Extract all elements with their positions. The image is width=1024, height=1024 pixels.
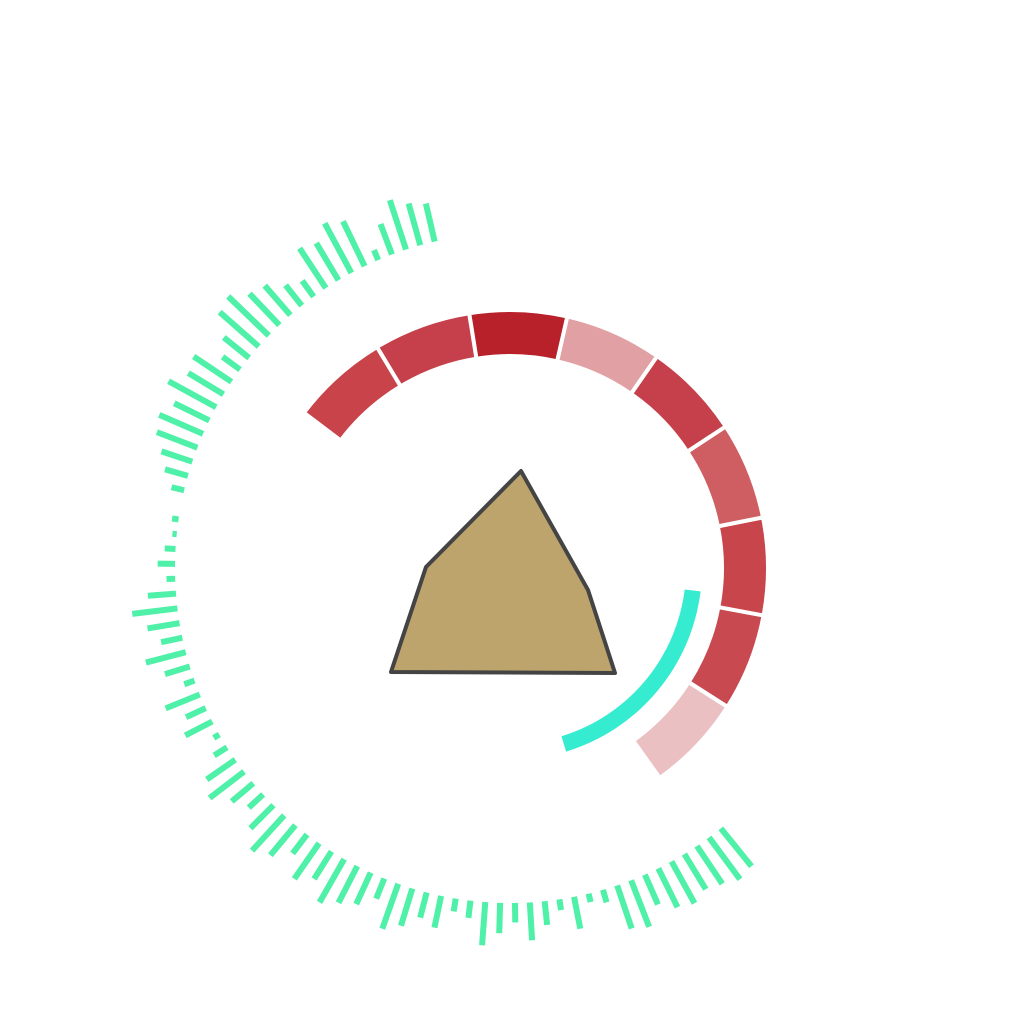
radial-bar	[681, 852, 709, 891]
radial-bar	[164, 663, 191, 678]
radial-bar	[212, 744, 229, 758]
ring-segment	[301, 344, 404, 444]
radial-bar	[422, 202, 438, 243]
radial-bar	[316, 857, 347, 904]
radial-bar	[335, 864, 360, 905]
inner-arc	[561, 589, 701, 752]
radial-bar	[164, 466, 189, 479]
radial-bar	[212, 731, 221, 741]
radial-bar	[379, 882, 402, 930]
radial-bar	[556, 898, 564, 911]
radial-bar	[158, 412, 205, 437]
radial-bar	[164, 545, 176, 553]
radial-bar	[353, 871, 374, 906]
radial-bar	[155, 429, 199, 451]
radial-bar	[479, 901, 489, 946]
radial-bar	[221, 335, 251, 361]
radial-bar	[248, 803, 276, 831]
radial-bar	[614, 884, 635, 930]
ring-segment	[685, 604, 766, 710]
radial-bar	[311, 849, 334, 881]
radial-bar	[217, 309, 261, 349]
radial-bar	[450, 898, 459, 912]
radial-bar	[313, 241, 342, 282]
radial-bar	[226, 294, 271, 338]
radial-bar	[405, 202, 424, 247]
radial-bar	[718, 826, 754, 869]
radial-bar	[299, 279, 317, 299]
radial-bar	[668, 860, 698, 905]
radial-bar	[246, 792, 266, 810]
radial-bar	[655, 867, 681, 909]
radial-bar	[164, 691, 201, 712]
radial-bar	[220, 354, 242, 373]
radial-bar	[496, 902, 504, 934]
radial-bar	[205, 757, 237, 782]
radial-bar	[160, 634, 183, 646]
radial-bar	[600, 889, 610, 904]
radial-bar	[417, 891, 430, 919]
radial-bar	[183, 718, 214, 739]
radial-bar	[184, 705, 207, 720]
radial-bar	[398, 887, 416, 927]
radial-bar	[340, 219, 368, 268]
radial-bar	[387, 199, 409, 251]
radial-bar	[170, 484, 185, 494]
ring-segment	[374, 310, 479, 390]
ring-segment	[628, 353, 729, 455]
radial-bar	[145, 649, 187, 666]
radial-bar	[160, 448, 194, 465]
radial-bar	[247, 291, 282, 328]
radial-bar	[147, 590, 177, 599]
radial-bar	[183, 677, 196, 688]
radial-bar	[249, 813, 287, 853]
ring-segment	[715, 514, 770, 618]
radial-bar	[322, 221, 355, 275]
radial-bar	[371, 248, 381, 262]
radial-bar	[186, 370, 226, 397]
radial-bar	[290, 832, 310, 856]
radial-bar	[706, 835, 743, 882]
radial-bar	[585, 892, 594, 903]
ring-segment	[630, 679, 731, 781]
radial-bar	[262, 283, 293, 318]
ring-segment	[466, 308, 570, 364]
ring-segment	[554, 314, 660, 397]
radial-bar	[541, 900, 551, 926]
radial-bar	[694, 844, 725, 886]
radial-bar	[373, 877, 388, 900]
radial-bar	[642, 873, 661, 906]
radial-bar	[229, 780, 256, 804]
center-polygon	[389, 469, 617, 675]
radial-bar	[526, 902, 536, 941]
radial-bar	[377, 223, 395, 256]
radial-bar	[131, 605, 178, 617]
radial-bar	[171, 515, 179, 523]
radial-bar	[571, 896, 584, 930]
radial-bar	[167, 378, 218, 410]
radial-bar	[431, 895, 445, 929]
radial-bar	[192, 354, 234, 385]
radial-bar	[268, 823, 298, 858]
radial-bar	[147, 620, 181, 632]
ring-segment	[684, 423, 766, 529]
radial-bar	[465, 900, 474, 919]
radial-bar	[628, 879, 652, 928]
radial-bar	[283, 283, 305, 308]
radial-bar	[291, 841, 322, 881]
radial-bar	[172, 400, 211, 424]
radial-bar	[297, 246, 329, 290]
radial-bar	[207, 769, 246, 801]
